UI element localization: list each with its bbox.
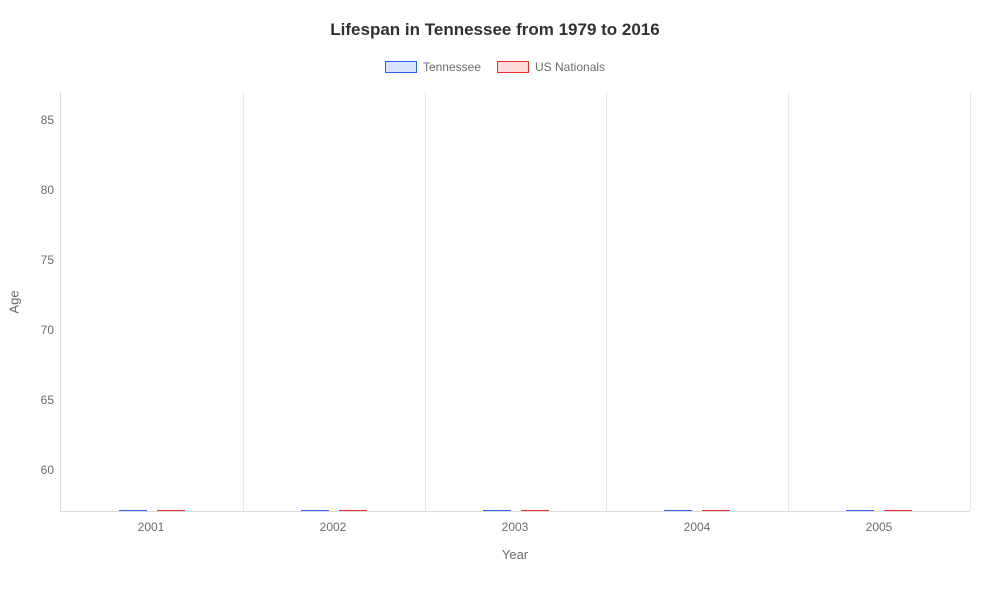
bar-group — [664, 510, 730, 511]
legend-swatch-usnationals — [497, 61, 529, 73]
bar — [884, 510, 912, 511]
bar — [846, 510, 874, 511]
grid-line-vertical — [606, 92, 607, 511]
bar — [301, 510, 329, 511]
y-tick: 70 — [41, 323, 54, 337]
bar — [664, 510, 692, 511]
bar — [119, 510, 147, 511]
bar — [702, 510, 730, 511]
bar — [157, 510, 185, 511]
x-tick: 2003 — [502, 520, 529, 534]
x-tick: 2004 — [684, 520, 711, 534]
legend-label-tennessee: Tennessee — [423, 60, 481, 74]
bar — [483, 510, 511, 511]
x-tick: 2002 — [320, 520, 347, 534]
grid-line-vertical — [788, 92, 789, 511]
legend-label-usnationals: US Nationals — [535, 60, 605, 74]
legend-item-tennessee: Tennessee — [385, 60, 481, 74]
plot-area: Age 606570758085 — [20, 92, 970, 512]
legend-item-usnationals: US Nationals — [497, 60, 605, 74]
grid-line-vertical — [425, 92, 426, 511]
x-axis: Year 2001 2002 2003 2004 2005 — [60, 512, 970, 562]
chart-title: Lifespan in Tennessee from 1979 to 2016 — [20, 20, 970, 40]
bar-group — [119, 510, 185, 511]
x-tick: 2001 — [138, 520, 165, 534]
bar-group — [483, 510, 549, 511]
bar-group — [846, 510, 912, 511]
bar — [521, 510, 549, 511]
grid-line-vertical — [243, 92, 244, 511]
legend-swatch-tennessee — [385, 61, 417, 73]
plot — [60, 92, 970, 512]
y-tick: 85 — [41, 113, 54, 127]
bar-group — [301, 510, 367, 511]
x-tick: 2005 — [866, 520, 893, 534]
y-axis: 60 65 70 75 80 85 — [20, 92, 60, 512]
y-tick: 60 — [41, 463, 54, 477]
x-axis-label: Year — [502, 547, 528, 562]
y-tick: 75 — [41, 253, 54, 267]
grid-line-vertical — [970, 92, 971, 511]
chart-container: Lifespan in Tennessee from 1979 to 2016 … — [0, 0, 1000, 600]
y-tick: 65 — [41, 393, 54, 407]
y-tick: 80 — [41, 183, 54, 197]
bar — [339, 510, 367, 511]
legend: Tennessee US Nationals — [20, 60, 970, 74]
